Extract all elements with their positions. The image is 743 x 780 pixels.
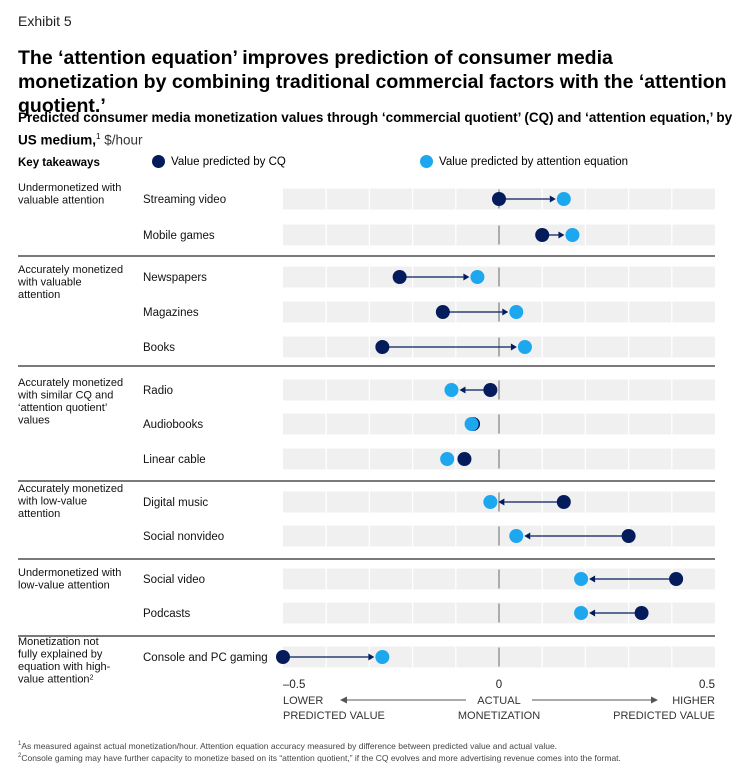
x-axis-label-right: PREDICTED VALUE <box>613 710 715 722</box>
medium-label: Magazines <box>143 307 199 319</box>
takeaway-label: Undermonetized with <box>18 182 121 194</box>
cq-point <box>483 383 498 397</box>
axis-arrowhead-left <box>340 696 347 704</box>
subtitle-text: Predicted consumer media monetization va… <box>18 110 733 148</box>
legend-item-cq: Value predicted by CQ <box>152 155 286 168</box>
cq-point <box>392 270 407 284</box>
attention-point <box>444 383 459 397</box>
attention-point <box>483 495 498 509</box>
x-tick-label: 0.5 <box>699 679 715 691</box>
exhibit-label: Exhibit 5 <box>18 13 72 29</box>
medium-label: Radio <box>143 385 173 397</box>
legend-attention-label: Value predicted by attention equation <box>439 155 629 168</box>
medium-label: Linear cable <box>143 454 206 466</box>
x-axis-label-left: PREDICTED VALUE <box>283 710 385 722</box>
takeaway-footnote-ref: 2 <box>90 674 94 681</box>
x-tick-label: –0.5 <box>283 679 305 691</box>
attention-point <box>574 572 589 586</box>
connector-arrowhead <box>502 308 509 316</box>
attention-point <box>517 340 532 354</box>
connector-arrowhead <box>549 195 556 203</box>
cq-point <box>535 228 550 242</box>
attention-point <box>574 606 589 620</box>
medium-label: Console and PC gaming <box>143 652 268 664</box>
takeaway-label: Undermonetized with <box>18 567 121 579</box>
takeaway-label: value attention2 <box>18 674 94 686</box>
takeaway-label: with valuable <box>17 277 82 289</box>
axis-arrowhead-right <box>651 696 658 704</box>
cq-point <box>457 452 472 466</box>
x-axis-label-left: LOWER <box>283 695 323 707</box>
chart-subtitle: Predicted consumer media monetization va… <box>18 108 733 150</box>
takeaway-label: Monetization not <box>18 636 99 648</box>
connector-arrowhead <box>459 386 466 394</box>
cq-point <box>621 529 636 543</box>
cq-point <box>435 305 450 319</box>
medium-label: Podcasts <box>143 608 191 620</box>
takeaway-label: low-value attention <box>18 580 110 592</box>
cq-point <box>669 572 684 586</box>
subtitle-unit: $/hour <box>104 132 143 148</box>
footnote-1: 1As measured against actual monetization… <box>18 741 557 751</box>
connector-arrowhead <box>498 498 505 506</box>
cq-point <box>492 192 506 206</box>
connector-arrowhead <box>463 273 470 281</box>
takeaway-label: attention <box>18 289 60 301</box>
connector-arrowhead <box>589 575 596 583</box>
cq-point <box>634 606 649 620</box>
connector-arrowhead <box>589 609 596 617</box>
connector-arrowhead <box>510 343 517 351</box>
takeaway-label: Accurately monetized <box>18 377 123 389</box>
legend-attention-marker <box>420 155 433 168</box>
key-takeaways-header: Key takeaways <box>18 157 100 169</box>
medium-label: Social video <box>143 574 205 586</box>
x-tick-label: 0 <box>496 679 502 691</box>
takeaway-label: Accurately monetized <box>18 483 123 495</box>
attention-point <box>464 417 479 431</box>
footnote-2-ref: 2 <box>18 753 22 760</box>
takeaway-label: ‘attention quotient’ <box>18 402 107 414</box>
chart-title: The ‘attention equation’ improves predic… <box>18 47 727 117</box>
x-axis-label-center: ACTUAL <box>477 695 520 707</box>
medium-label: Audiobooks <box>143 419 203 431</box>
legend-item-attention: Value predicted by attention equation <box>420 155 628 168</box>
attention-point <box>470 270 485 284</box>
attention-point <box>556 192 571 206</box>
footnote-1-ref: 1 <box>18 741 22 748</box>
medium-label: Mobile games <box>143 230 215 242</box>
takeaway-label: equation with high- <box>18 661 111 673</box>
medium-label: Newspapers <box>143 272 207 284</box>
attention-point <box>509 305 524 319</box>
attention-point <box>509 529 524 543</box>
footnote-2: 2Console gaming may have further capacit… <box>18 753 621 763</box>
connector-arrowhead <box>558 231 565 239</box>
takeaway-label: with low-value <box>17 496 87 508</box>
footnote-2-text: Console gaming may have further capacity… <box>21 753 621 763</box>
takeaway-label: with similar CQ and <box>17 390 113 402</box>
attention-point <box>440 452 455 466</box>
takeaway-label: values <box>18 415 50 427</box>
takeaway-label: Accurately monetized <box>18 264 123 276</box>
footnote-1-text: As measured against actual monetization/… <box>21 741 558 751</box>
connector-arrowhead <box>368 653 375 661</box>
medium-label: Streaming video <box>143 194 226 206</box>
attention-point <box>375 650 390 664</box>
connector-arrowhead <box>524 532 531 540</box>
medium-label: Social nonvideo <box>143 531 224 543</box>
x-axis-label-right: HIGHER <box>672 695 715 707</box>
medium-label: Books <box>143 342 175 354</box>
takeaway-label: attention <box>18 508 60 520</box>
x-axis-label-center: MONETIZATION <box>458 710 540 722</box>
legend-cq-label: Value predicted by CQ <box>171 155 286 168</box>
cq-point <box>556 495 571 509</box>
medium-label: Digital music <box>143 497 208 509</box>
takeaway-label: valuable attention <box>18 195 104 207</box>
cq-point <box>276 650 290 664</box>
takeaway-label: fully explained by <box>18 649 103 661</box>
cq-point <box>375 340 390 354</box>
attention-point <box>565 228 580 242</box>
subtitle-footnote-ref: 1 <box>96 132 101 141</box>
legend-cq-marker <box>152 155 165 168</box>
